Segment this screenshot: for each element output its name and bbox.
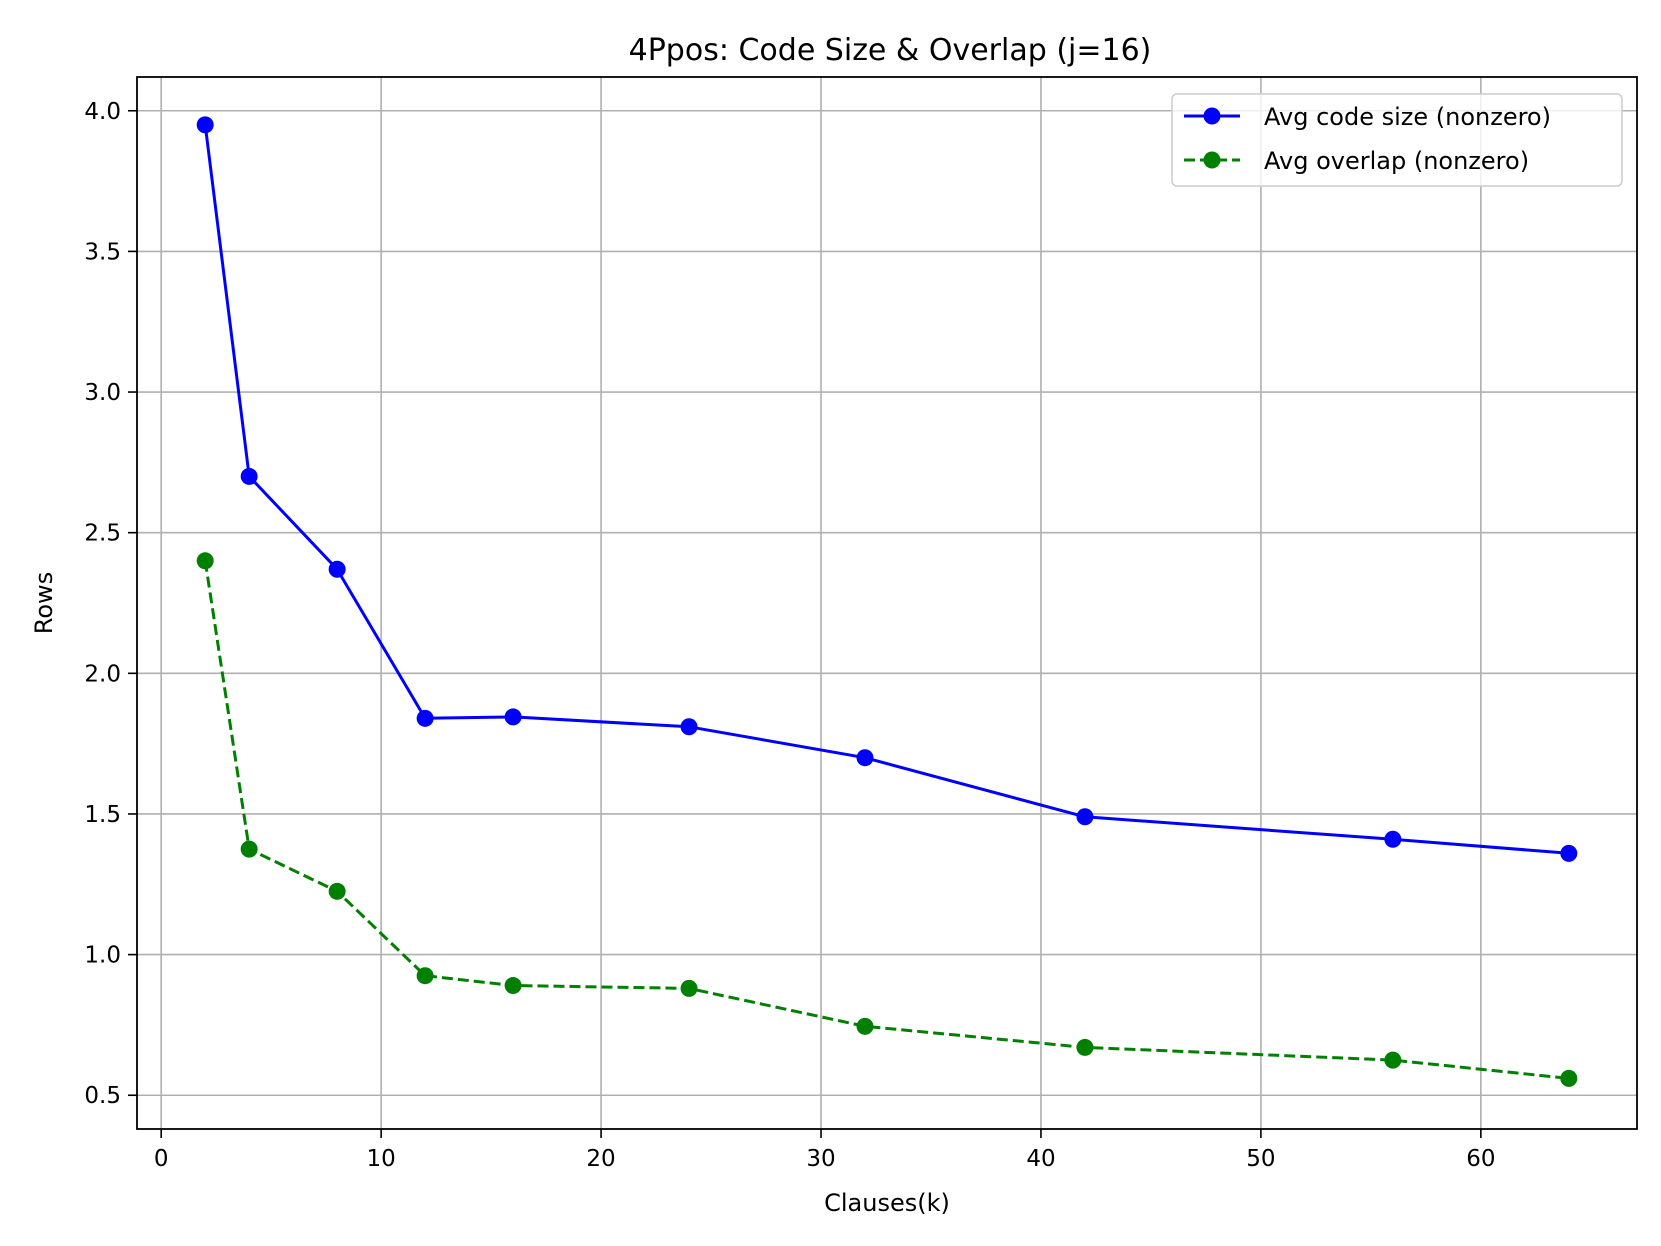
y-tick-label: 3.0: [84, 380, 121, 406]
x-axis-label: Clauses(k): [824, 1189, 950, 1217]
x-tick-label: 20: [586, 1146, 615, 1172]
grid-lines: [137, 77, 1637, 1129]
data-point-avg-overlap: [1384, 1051, 1402, 1069]
data-point-avg-overlap: [1560, 1069, 1578, 1087]
series-line-avg-code-size: [203, 124, 1569, 855]
data-point-avg-code-size: [1076, 808, 1094, 826]
series-line-avg-overlap: [203, 560, 1569, 1080]
series-layer: [196, 116, 1578, 1087]
y-axis-label: Rows: [30, 572, 58, 634]
legend-label-avg-overlap: Avg overlap (nonzero): [1264, 147, 1529, 175]
data-point-avg-overlap: [240, 840, 258, 858]
y-axis-ticks: 0.5 1.0 1.5 2.0 2.5 3.0 3.5 4.0: [84, 99, 137, 1109]
data-point-avg-overlap: [680, 979, 698, 997]
x-tick-label: 60: [1466, 1146, 1495, 1172]
data-point-avg-code-size: [1384, 830, 1402, 848]
y-tick-label: 1.5: [84, 802, 121, 828]
data-point-avg-code-size: [504, 708, 522, 726]
data-point-avg-code-size: [328, 560, 346, 578]
x-tick-label: 30: [806, 1146, 835, 1172]
legend-box: [1171, 93, 1623, 187]
data-point-avg-code-size: [240, 467, 258, 485]
data-point-avg-code-size: [680, 718, 698, 736]
data-point-avg-overlap: [504, 977, 522, 995]
legend-label-avg-code-size: Avg code size (nonzero): [1264, 103, 1551, 131]
y-tick-label: 3.5: [84, 239, 121, 265]
legend: Avg code size (nonzero) Avg overlap (non…: [1171, 93, 1623, 187]
y-tick-label: 4.0: [84, 99, 121, 125]
data-point-avg-code-size: [1560, 844, 1578, 862]
data-point-avg-overlap: [856, 1017, 874, 1035]
x-tick-label: 0: [154, 1146, 169, 1172]
y-tick-label: 1.0: [84, 943, 121, 969]
x-tick-label: 10: [366, 1146, 395, 1172]
y-tick-label: 2.0: [84, 661, 121, 687]
data-point-avg-code-size: [856, 749, 874, 767]
data-point-avg-code-size: [416, 709, 434, 727]
data-point-avg-overlap: [1076, 1038, 1094, 1056]
data-point-avg-code-size: [196, 116, 214, 134]
y-tick-label: 0.5: [84, 1083, 121, 1109]
legend-marker-avg-overlap: [1203, 151, 1221, 169]
data-point-avg-overlap: [328, 882, 346, 900]
x-tick-label: 40: [1026, 1146, 1055, 1172]
y-tick-label: 2.5: [84, 521, 121, 547]
legend-marker-avg-code-size: [1203, 107, 1221, 125]
data-point-avg-overlap: [196, 552, 214, 570]
x-tick-label: 50: [1246, 1146, 1275, 1172]
data-point-avg-overlap: [416, 967, 434, 985]
x-axis-ticks: 0 10 20 30 40 50 60: [154, 1129, 1495, 1172]
plot-frame: [136, 76, 1638, 1130]
chart-title: 4Ppos: Code Size & Overlap (j=16): [629, 33, 1152, 68]
